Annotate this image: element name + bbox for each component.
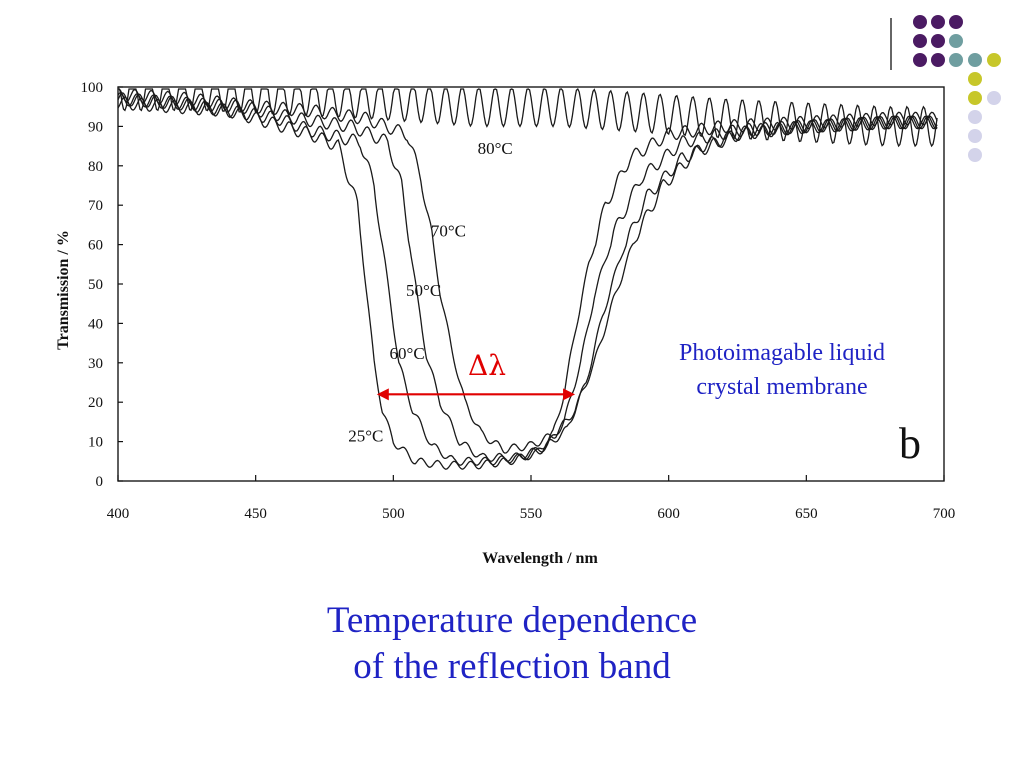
decor-dot xyxy=(968,110,982,124)
decor-dot xyxy=(931,34,945,48)
delta-arrow-head-right xyxy=(563,388,576,401)
y-tick-label: 40 xyxy=(88,316,103,332)
x-tick-label: 450 xyxy=(244,506,267,522)
y-tick-label: 80 xyxy=(88,159,103,175)
series-line xyxy=(117,92,938,466)
caption-line-1: Temperature dependence xyxy=(326,600,698,641)
annotation-layer: 80°C 70°C 50°C 60°C 25°C xyxy=(348,139,513,446)
transmission-chart: 400 450 500 550 600 650 700 0 10 20 30 40 50 60 70 80 9… xyxy=(55,80,956,567)
decor-dot xyxy=(949,15,963,29)
y-axis-label: Transmission / % xyxy=(55,230,72,350)
series-line xyxy=(118,87,938,148)
delta-arrow-head-left xyxy=(376,388,389,401)
decor-dot xyxy=(987,91,1001,105)
y-tick-label: 10 xyxy=(88,435,103,451)
temperature-label: 25°C xyxy=(348,427,383,446)
decor-dot xyxy=(913,34,927,48)
temperature-label: 50°C xyxy=(406,281,441,300)
decor-dot xyxy=(968,148,982,162)
plot-frame xyxy=(117,86,945,482)
y-tick-label: 100 xyxy=(81,80,104,96)
y-tick-label: 30 xyxy=(88,356,103,372)
x-tick-label: 500 xyxy=(382,506,405,522)
x-tick-label: 700 xyxy=(933,506,956,522)
decor-dot xyxy=(968,91,982,105)
y-tick-label: 50 xyxy=(88,277,103,293)
decor-dot xyxy=(931,53,945,67)
dot-grid-ornament xyxy=(913,15,1001,162)
temperature-label: 70°C xyxy=(431,222,466,241)
delta-lambda-arrow xyxy=(376,388,576,401)
series-line xyxy=(117,96,938,470)
x-tick-label: 400 xyxy=(107,506,130,522)
series-layer xyxy=(117,87,938,470)
y-tick-label: 90 xyxy=(88,119,103,135)
y-tick-label: 20 xyxy=(88,395,103,411)
y-tick-label: 70 xyxy=(88,198,103,214)
delta-lambda-label: Δλ xyxy=(468,349,506,382)
y-tick-label: 0 xyxy=(96,474,104,490)
caption-line-2: of the reflection band xyxy=(353,646,671,687)
temperature-label: 80°C xyxy=(478,139,513,158)
membrane-label-line2: crystal membrane xyxy=(696,374,867,400)
x-axis-label: Wavelength / nm xyxy=(482,550,598,567)
decor-dot xyxy=(913,15,927,29)
panel-letter: b xyxy=(899,419,921,468)
slide-caption: Temperature dependence of the reflection… xyxy=(0,598,1024,690)
decor-dot xyxy=(931,15,945,29)
x-tick-label: 650 xyxy=(795,506,818,522)
header-decoration xyxy=(890,15,1001,162)
decor-dot xyxy=(949,53,963,67)
series-line xyxy=(117,91,938,462)
membrane-label-line1: Photoimagable liquid xyxy=(679,340,885,366)
x-tick-label: 600 xyxy=(657,506,680,522)
x-tick-label: 550 xyxy=(520,506,543,522)
decor-dot xyxy=(949,34,963,48)
decor-dot xyxy=(913,53,927,67)
decor-dot xyxy=(987,53,1001,67)
temperature-label: 60°C xyxy=(390,344,425,363)
decor-dot xyxy=(968,129,982,143)
decor-dot xyxy=(968,72,982,86)
decor-dot xyxy=(968,53,982,67)
x-axis: 400 450 500 550 600 650 700 xyxy=(107,475,956,522)
y-axis: 0 10 20 30 40 50 60 70 80 90 100 xyxy=(81,80,123,490)
y-tick-label: 60 xyxy=(88,238,103,254)
